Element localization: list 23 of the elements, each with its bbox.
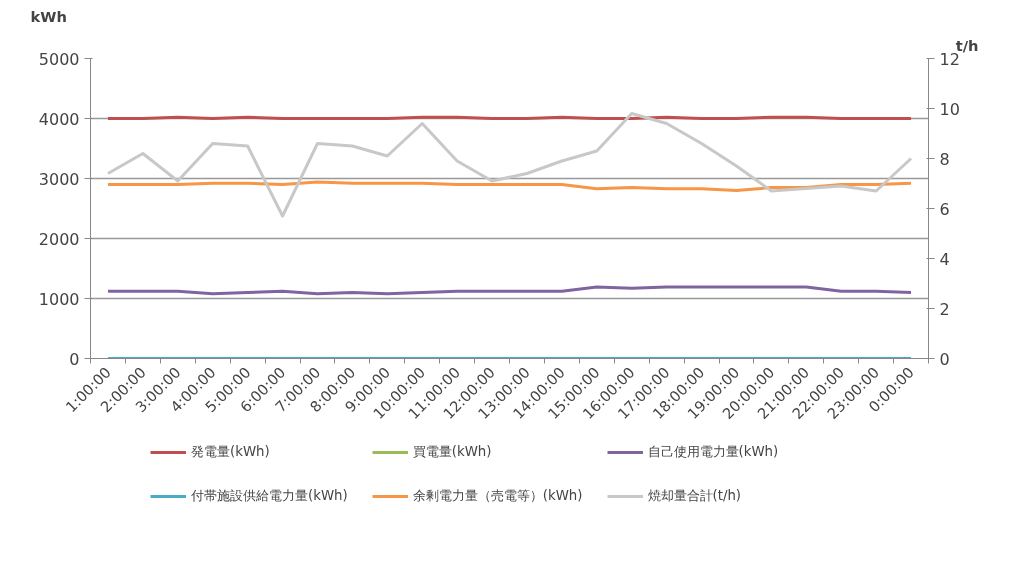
legend-label: 焼却量合計(t/h) [647,487,742,505]
y-tick-label: 0 [69,349,80,369]
y2-tick-label: 4 [939,249,950,269]
y2-tick-label: 0 [939,349,950,369]
legend-label: 発電量(kWh) [191,443,270,461]
line-series [106,285,913,296]
legend-label: 買電量(kWh) [412,443,492,461]
line-series [106,112,913,218]
y-tick-label: 5000 [38,49,80,69]
legend-label: 自己使用電力量(kWh) [647,443,779,461]
y-axis-title: kWh [30,7,67,25]
y2-tick-label: 2 [939,299,950,319]
y-tick-label: 3000 [38,169,80,189]
y-tick-label: 1000 [38,289,80,309]
legend-label: 付帯施設供給電力量(kWh) [191,487,348,505]
y2-axis-title: t/h [955,36,979,54]
y-tick-label: 2000 [38,229,80,249]
y-tick-label: 4000 [38,109,80,129]
legend-label: 余剰電力量（売電等）(kWh) [412,487,583,505]
y2-tick-label: 10 [939,99,960,119]
y2-tick-label: 8 [939,149,950,169]
y2-tick-label: 6 [939,199,950,219]
line-series [106,180,913,192]
